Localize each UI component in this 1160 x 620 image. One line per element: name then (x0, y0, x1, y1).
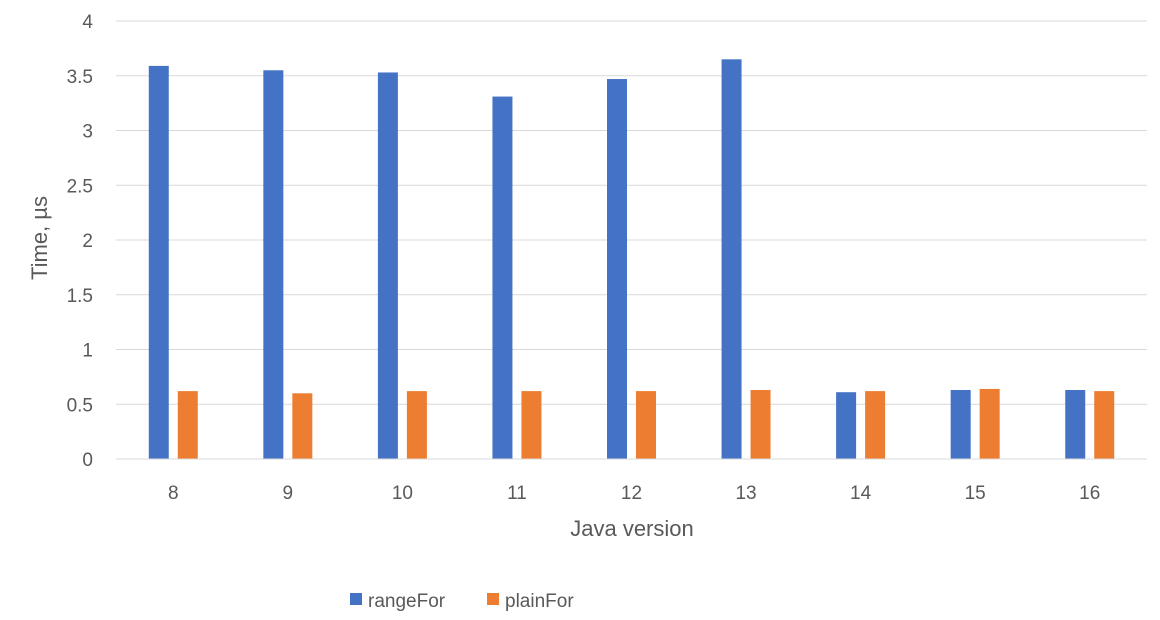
bar-plainfor-15 (979, 388, 1000, 459)
y-tick-label: 2.5 (67, 176, 93, 197)
legend-swatch-rangefor (350, 593, 362, 605)
x-tick-label: 9 (283, 483, 294, 504)
y-tick-label: 1.5 (67, 286, 93, 307)
x-axis-ticks: 8 9 10 11 12 13 14 15 16 (168, 483, 1100, 504)
bar-plainfor-12 (636, 391, 656, 459)
x-tick-label: 13 (735, 483, 756, 504)
bar-plainfor-11 (521, 391, 542, 459)
gridlines (116, 20, 1147, 405)
y-tick-label: 4 (82, 12, 93, 33)
x-tick-label: 10 (392, 483, 413, 504)
bar-rangefor-10 (377, 72, 398, 459)
y-tick-label: 2 (82, 231, 93, 252)
bar-plainfor-9 (292, 393, 313, 459)
bar-plainfor-10 (406, 391, 427, 459)
legend: rangeFor plainFor (350, 591, 574, 612)
x-tick-label: 11 (507, 483, 527, 504)
y-tick-label: 3.5 (67, 67, 93, 88)
bar-plainfor-13 (750, 390, 771, 459)
bar-rangefor-11 (492, 96, 513, 460)
bar-rangefor-14 (836, 392, 857, 459)
x-tick-label: 15 (965, 483, 986, 504)
bars (148, 59, 1115, 460)
bar-rangefor-13 (721, 59, 742, 459)
x-axis-title: Java version (570, 516, 694, 541)
y-tick-label: 3 (82, 122, 93, 143)
bar-rangefor-15 (950, 390, 971, 459)
bar-rangefor-8 (148, 65, 169, 460)
legend-label-plainfor: plainFor (505, 591, 574, 612)
y-axis-ticks: 0 0.5 1 1.5 2 2.5 3 3.5 4 (67, 12, 94, 471)
x-tick-label: 16 (1079, 483, 1100, 504)
legend-swatch-plainfor (487, 593, 499, 605)
bar-rangefor-12 (607, 79, 627, 459)
x-tick-label: 12 (621, 483, 642, 504)
y-axis-title: Time, µs (27, 196, 52, 280)
y-tick-label: 1 (82, 341, 93, 362)
bar-rangefor-9 (263, 70, 284, 460)
x-tick-label: 14 (850, 483, 872, 504)
bar-rangefor-16 (1065, 390, 1086, 459)
y-tick-label: 0.5 (67, 395, 93, 416)
bar-plainfor-14 (865, 391, 886, 459)
x-tick-label: 8 (168, 483, 179, 504)
bar-plainfor-8 (177, 391, 198, 459)
y-tick-label: 0 (82, 450, 93, 471)
bar-plainfor-16 (1094, 391, 1115, 459)
legend-label-rangefor: rangeFor (368, 591, 446, 612)
